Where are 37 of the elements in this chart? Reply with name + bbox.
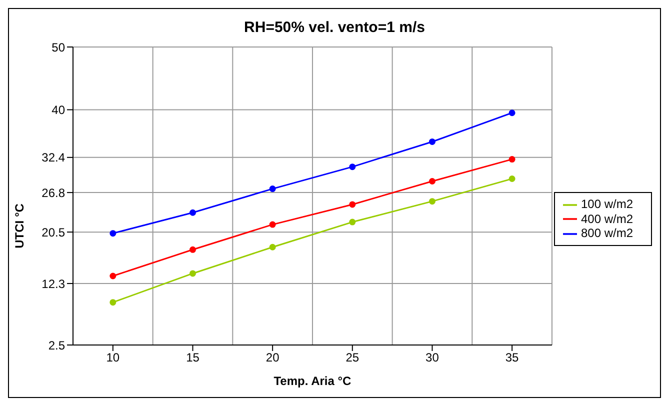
x-axis-title: Temp. Aria °C (274, 374, 352, 388)
point (428, 198, 436, 205)
point (428, 138, 436, 145)
y-tick-label: 2.5 (48, 338, 66, 352)
x-tick-label: 20 (266, 350, 280, 365)
point (110, 230, 116, 237)
point (349, 201, 356, 208)
y-tick-label: 12.3 (42, 276, 66, 291)
point (189, 270, 196, 277)
x-tick-label: 15 (186, 350, 200, 365)
point (269, 244, 276, 250)
point (428, 178, 436, 185)
point (349, 164, 356, 170)
y-tick-label: 50 (52, 40, 66, 54)
x-tick-label: 35 (505, 350, 520, 365)
point (189, 209, 196, 216)
legend-label: 800 w/m2 (580, 226, 633, 240)
point (349, 218, 356, 226)
point (110, 272, 116, 280)
x-tick-label: 25 (346, 350, 360, 365)
y-axis-title: UTCI °C (12, 203, 26, 248)
x-tick-label: 10 (106, 350, 120, 365)
point (269, 186, 276, 192)
legend-label: 100 w/m2 (580, 196, 633, 211)
point (110, 299, 116, 306)
y-tick-label: 26.8 (42, 186, 66, 200)
point (508, 110, 516, 116)
y-tick-label: 20.5 (42, 225, 66, 240)
y-tick-label: 40 (52, 102, 66, 117)
chart-title: RH=50% vel. vento=1 m/s (243, 18, 426, 38)
point (508, 175, 516, 182)
x-tick-label: 30 (426, 350, 440, 365)
legend-label: 400 w/m2 (580, 212, 633, 226)
point (269, 221, 276, 228)
y-tick-label: 32.4 (42, 150, 66, 165)
point (508, 156, 516, 163)
point (189, 246, 196, 253)
